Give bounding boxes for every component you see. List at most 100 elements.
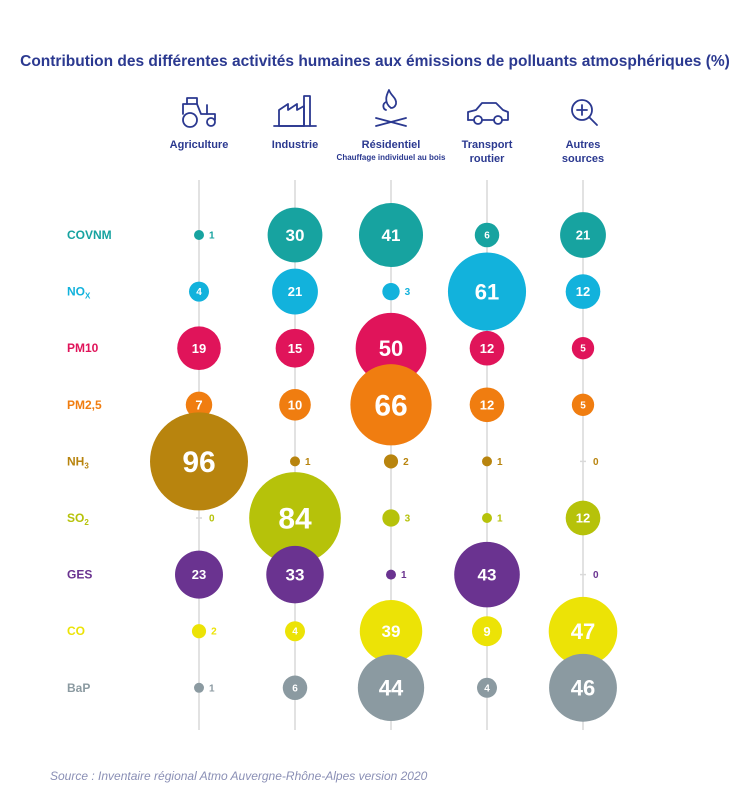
bubble-circle (357, 654, 425, 721)
bubble-circle (382, 509, 400, 527)
bubble-value: 50 (379, 336, 403, 361)
bubble-value: 2 (211, 627, 217, 638)
bubble-value: 33 (286, 566, 305, 585)
bubble: 39 (359, 599, 423, 663)
bubble: 23 (175, 550, 223, 599)
bubble: 96 (150, 412, 248, 511)
bubble: 1 (194, 230, 215, 242)
bubble-circle (194, 230, 204, 240)
bubble-circle (249, 472, 341, 564)
bubble: 1 (482, 456, 503, 468)
bubble-circle (272, 268, 318, 315)
bubble-circle (469, 330, 505, 366)
bubble: 61 (447, 252, 527, 331)
bubble-value: 12 (480, 397, 494, 412)
bubble: 43 (454, 541, 520, 608)
bubble: 2 (383, 454, 409, 469)
row-label: NH3 (67, 454, 89, 470)
bubble-value: 61 (475, 279, 499, 304)
bubble-value: 7 (195, 397, 202, 412)
bubble: 2 (191, 624, 217, 639)
bubble-value: 39 (382, 622, 401, 641)
bubble: 12 (565, 500, 601, 536)
bubble-circle (290, 456, 300, 467)
row-label: PM10 (67, 341, 99, 355)
bubble: 1 (386, 569, 407, 581)
bubble: 46 (549, 653, 617, 722)
bubble-value: 1 (401, 570, 407, 581)
column-label-autres: Autres (566, 139, 601, 151)
bubble-circle (185, 391, 213, 419)
bubble-value: 23 (192, 567, 206, 582)
bubble-circle (194, 682, 204, 693)
bubble-circle (279, 388, 311, 421)
bubble-circle (275, 328, 315, 368)
bubble-value: 1 (209, 231, 215, 242)
bubble-value: 6 (292, 683, 298, 694)
column-label-transport: Transport (462, 139, 513, 151)
bubble-value: 44 (379, 676, 404, 701)
bubble-value: 5 (580, 344, 586, 355)
bubble-value: 96 (182, 446, 215, 479)
bubble-circle (477, 677, 497, 698)
column-sublabel-residentiel: Chauffage individuel au bois (337, 153, 446, 162)
bubble-value: 3 (405, 514, 411, 525)
bubble-circle (548, 596, 618, 666)
bubble-value: 47 (571, 619, 595, 644)
bubble-circle (191, 624, 207, 639)
bubble-circle (386, 569, 396, 580)
bubble: 66 (350, 364, 432, 446)
campfire-icon (375, 89, 407, 127)
bubble-value: 6 (484, 231, 490, 242)
row-label: COVNM (67, 228, 112, 242)
bubble-value: 21 (576, 228, 590, 243)
bubble-value: 4 (196, 287, 202, 298)
bubble-value: 4 (292, 627, 298, 638)
bubble: 9 (472, 616, 502, 647)
bubble-circle (482, 456, 492, 467)
column-icons (182, 89, 598, 128)
bubble-circle (285, 621, 305, 642)
bubble-circle (454, 541, 520, 608)
bubble-value: 1 (497, 514, 503, 525)
bubble: 10 (279, 388, 311, 421)
bubble: 0 (580, 457, 599, 468)
bubble-value: 1 (305, 457, 311, 468)
bubble: 33 (266, 545, 324, 604)
bubble-value: 66 (374, 389, 407, 422)
column-label-autres: sources (562, 153, 604, 165)
bubble: 1 (482, 513, 503, 525)
bubble: 0 (196, 514, 215, 525)
bubble: 50 (355, 312, 427, 384)
factory-icon (273, 95, 317, 127)
bubble: 30 (267, 207, 323, 263)
bubble-circle (150, 412, 248, 511)
bubble-value: 12 (576, 284, 590, 299)
bubble: 4 (189, 281, 209, 302)
magnifier-plus-icon (571, 99, 598, 126)
bubble: 6 (474, 222, 500, 248)
bubble: 47 (548, 596, 618, 666)
source-note: Source : Inventaire régional Atmo Auverg… (50, 769, 428, 783)
column-label-transport: routier (470, 153, 506, 165)
bubble-circle (383, 454, 399, 469)
bubble: 21 (272, 268, 318, 315)
bubble-circle (350, 364, 432, 446)
bubble-value: 43 (478, 566, 497, 585)
row-label: NOX (67, 285, 91, 301)
row-label: SO2 (67, 511, 89, 527)
row-label: PM2,5 (67, 398, 102, 412)
bubble-value: 4 (484, 683, 490, 694)
bubble-circle (382, 282, 400, 301)
bubble: 5 (571, 393, 595, 416)
bubble: 4 (285, 621, 305, 642)
bubble: 21 (560, 212, 606, 258)
bubble: 12 (469, 387, 505, 423)
bubble-circle (469, 387, 505, 423)
bubble-value: 12 (576, 511, 590, 526)
bubble: 84 (249, 472, 341, 564)
bubble: 6 (282, 675, 308, 701)
bubble: 4 (477, 677, 497, 698)
